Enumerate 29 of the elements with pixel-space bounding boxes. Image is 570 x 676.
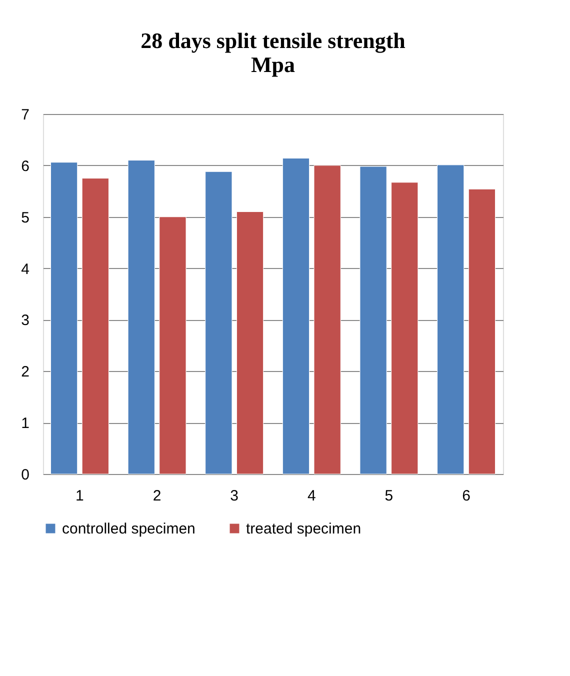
x-tick-label: 1 [76,488,84,504]
y-tick-label: 0 [21,466,30,484]
x-tick-label: 4 [307,488,316,504]
legend-label: controlled specimen [62,520,196,538]
y-tick-label: 3 [21,312,30,330]
legend-label: treated specimen [246,520,362,538]
bar [360,166,387,474]
bar [468,188,496,474]
y-tick-label: 2 [21,364,30,381]
x-tick-label: 5 [384,488,394,504]
bar [282,158,310,474]
bar [205,171,232,474]
bar [437,164,464,474]
x-tick-label: 6 [462,488,470,504]
y-tick-label: 4 [21,260,30,278]
bar [314,165,341,474]
y-tick-label: 1 [21,415,30,432]
y-tick-label: 6 [21,158,30,175]
bar [159,216,186,474]
bar [391,182,418,474]
bar [128,160,155,474]
x-tick-label: 3 [230,488,239,504]
bar [50,162,78,474]
chart-title: 28 days split tensile strength Mpa [140,28,406,77]
bar [236,211,264,474]
y-tick-label: 7 [21,106,30,124]
y-tick-label: 5 [21,209,30,226]
x-tick-label: 2 [152,488,162,504]
bar [82,178,109,474]
